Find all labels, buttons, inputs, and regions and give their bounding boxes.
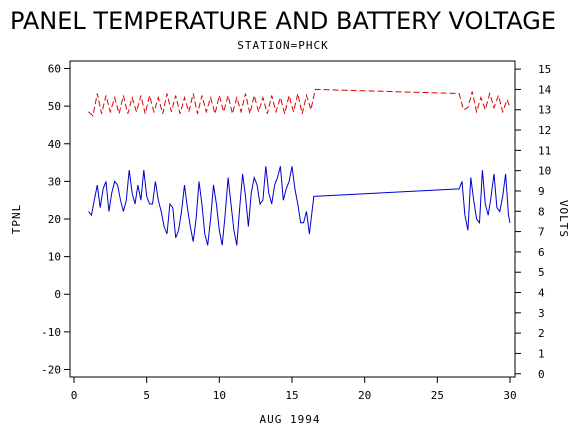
y-tick-label-right: 10 — [538, 165, 551, 178]
chart-title: PANEL TEMPERATURE AND BATTERY VOLTAGE — [10, 7, 556, 35]
x-tick-label: 10 — [213, 389, 226, 402]
y-axis-label-left: TPNL — [10, 204, 23, 235]
y-axis-label-right: VOLTS — [557, 200, 570, 238]
x-tick-label: 0 — [71, 389, 78, 402]
x-tick-label: 25 — [431, 389, 444, 402]
x-axis-label: AUG 1994 — [260, 413, 321, 426]
y-tick-label-right: 11 — [538, 144, 551, 157]
y-tick-label-right: 0 — [538, 368, 545, 381]
y-tick-label-right: 13 — [538, 104, 551, 117]
y-tick-label-right: 7 — [538, 226, 545, 239]
y-tick-label-right: 3 — [538, 307, 545, 320]
y-tick-label-right: 8 — [538, 205, 545, 218]
panel-temperature-line — [88, 166, 511, 246]
series-layer — [88, 88, 511, 246]
y-tick-label-left: 20 — [48, 213, 61, 226]
y-tick-label-left: 0 — [54, 288, 61, 301]
x-tick-label: 5 — [143, 389, 150, 402]
y-tick-label-right: 6 — [538, 246, 545, 259]
y-tick-label-left: 10 — [48, 251, 61, 264]
y-tick-label-left: -20 — [41, 363, 61, 376]
y-tick-label-right: 12 — [538, 124, 551, 137]
y-tick-label-right: 14 — [538, 83, 552, 96]
axis-ticks: 0 5 10 15 20 25 30-20-100102030405060012345678… — [41, 63, 551, 402]
y-tick-label-right: 5 — [538, 266, 545, 279]
x-tick-label: 20 — [358, 389, 371, 402]
chart-subtitle: STATION=PHCK — [237, 39, 328, 52]
y-tick-label-left: 60 — [48, 63, 61, 76]
x-tick-label: 15 — [285, 389, 298, 402]
y-tick-label-left: 30 — [48, 175, 61, 188]
y-tick-label-left: -10 — [41, 326, 61, 339]
y-tick-label-left: 50 — [48, 100, 61, 113]
y-tick-label-right: 4 — [538, 287, 545, 300]
y-tick-label-right: 1 — [538, 347, 545, 360]
battery-voltage-line — [88, 88, 511, 117]
y-tick-label-right: 15 — [538, 63, 551, 76]
x-tick-label: 30 — [503, 389, 516, 402]
y-tick-label-left: 40 — [48, 138, 61, 151]
y-tick-label-right: 2 — [538, 327, 545, 340]
y-tick-label-right: 9 — [538, 185, 545, 198]
